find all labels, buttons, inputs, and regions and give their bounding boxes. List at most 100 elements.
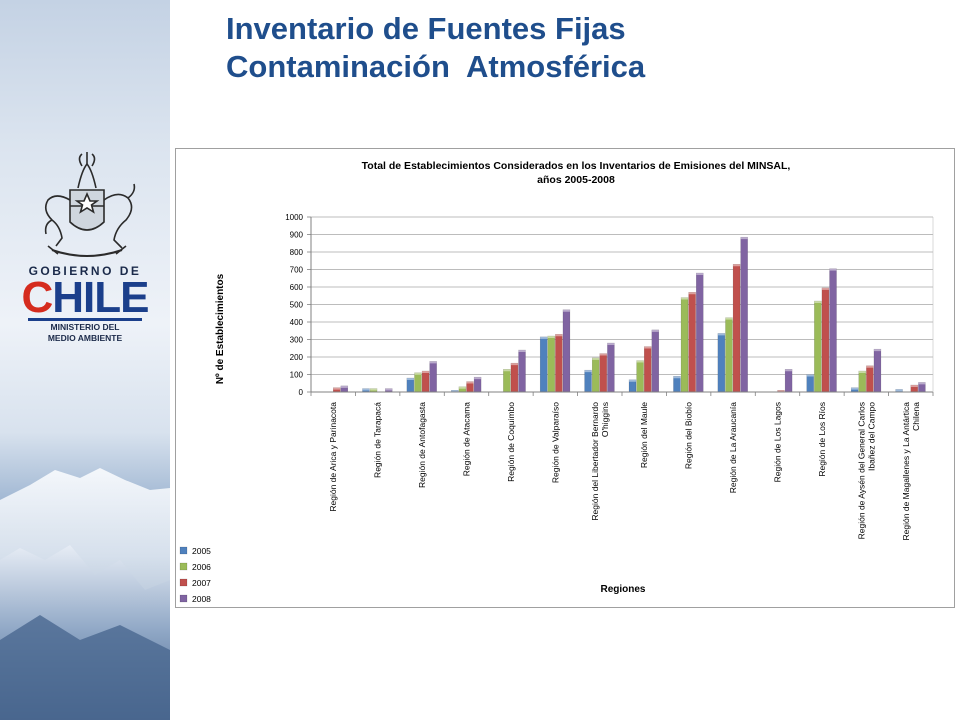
bar-2006 [680, 297, 689, 393]
x-category-label: Región del Maule [639, 402, 649, 468]
bar-highlight [607, 343, 615, 345]
bar-highlight [651, 329, 659, 332]
x-category-label: Región de Los Lagos [773, 402, 783, 482]
logo-underline [28, 318, 142, 321]
bar-2005 [717, 333, 726, 393]
bar-2006 [547, 335, 555, 393]
bar-2005 [406, 377, 415, 393]
bar-2008 [562, 309, 571, 393]
bar-highlight [629, 379, 637, 382]
bar-highlight [681, 297, 689, 300]
bar-2008 [696, 272, 704, 393]
bar-highlight [829, 268, 837, 271]
bar-highlight [562, 309, 570, 312]
chart-title-line1: Total de Establecimientos Considerados e… [362, 160, 791, 172]
y-tick-label: 900 [290, 231, 304, 240]
x-category-label: Región de Coquimbo [506, 402, 516, 482]
bar-2007 [555, 334, 563, 393]
bar-highlight [918, 382, 926, 385]
bar-highlight [785, 369, 793, 372]
y-tick-label: 500 [290, 301, 304, 310]
bar-2006 [725, 317, 733, 393]
bar-2007 [821, 287, 830, 393]
x-category-label: Región de Antofagasta [417, 402, 427, 488]
bar-chart: Total de Establecimientos Considerados e… [179, 160, 934, 604]
bar-2007 [866, 365, 874, 393]
bar-2007 [644, 346, 652, 393]
bar-2005 [673, 376, 681, 393]
y-tick-label: 400 [290, 318, 304, 327]
legend-swatch-2005 [179, 546, 188, 555]
y-tick-label: 1000 [285, 213, 303, 222]
bar-2008 [429, 361, 437, 393]
bar-highlight [474, 377, 482, 380]
page-title-line1: Inventario de Fuentes Fijas [226, 11, 626, 46]
y-tick-label: 600 [290, 283, 304, 292]
bar-2007 [421, 370, 430, 393]
x-category-label: Región de Magallenes y La Antártica [901, 402, 911, 541]
bar-highlight [510, 363, 518, 366]
bar-highlight [503, 369, 511, 372]
bar-highlight [584, 370, 592, 373]
bar-highlight [740, 237, 748, 240]
x-category-label: Región de Valparaíso [550, 402, 560, 483]
legend-swatch-2007 [179, 578, 188, 587]
sidebar-decoration: GOBIERNO DE CHILE MINISTERIO DEL MEDIO A… [0, 0, 170, 720]
bar-2006 [858, 370, 866, 393]
bar-2006 [503, 369, 511, 393]
bar-highlight [814, 301, 822, 303]
bar-highlight [717, 333, 725, 336]
bar-2007 [688, 292, 696, 393]
mountain-illustration [0, 468, 170, 720]
logo-ministerio-text: MINISTERIO DEL MEDIO AMBIENTE [0, 322, 170, 344]
x-axis-title: Regiones [600, 584, 645, 595]
bar-highlight [414, 372, 422, 375]
legend-label-2005: 2005 [192, 546, 211, 556]
page-title: Inventario de Fuentes Fijas Contaminació… [226, 10, 946, 86]
x-category-label: Región de Aysén del General Carlos [856, 402, 866, 539]
x-category-label: Ibañez del Campo [866, 402, 876, 471]
bar-highlight [555, 334, 563, 337]
bar-highlight [547, 336, 555, 338]
bar-highlight [821, 287, 829, 290]
bar-highlight [422, 371, 430, 373]
bar-2008 [473, 376, 482, 393]
bar-2008 [607, 342, 615, 393]
bar-highlight [370, 388, 378, 391]
bar-highlight [851, 387, 859, 390]
bar-2008 [829, 268, 837, 393]
legend-label-2006: 2006 [192, 562, 211, 572]
bar-highlight [806, 374, 814, 377]
bar-highlight [895, 389, 903, 392]
logo-ministerio-line1: MINISTERIO DEL [50, 322, 120, 332]
x-category-label: Chilena [911, 402, 921, 431]
bar-2008 [873, 348, 882, 393]
bar-2008 [740, 236, 748, 393]
y-tick-label: 0 [299, 388, 304, 397]
bar-highlight [733, 264, 741, 267]
bar-highlight [362, 388, 370, 391]
legend-swatch-2008 [179, 594, 188, 603]
logo-chile-text: CHILE [21, 273, 149, 322]
bar-highlight [385, 388, 393, 391]
bar-highlight [673, 376, 681, 379]
bar-2008 [651, 329, 660, 393]
bar-2005 [806, 374, 814, 393]
bar-2007 [599, 353, 607, 393]
y-tick-label: 700 [290, 266, 304, 275]
bar-highlight [910, 385, 918, 387]
logo-gobierno-text: GOBIERNO DE [28, 264, 142, 278]
y-tick-label: 300 [290, 336, 304, 345]
x-category-label: Región de Tarapacá [373, 402, 383, 478]
bar-2006 [636, 360, 644, 393]
bar-highlight [636, 360, 644, 363]
bar-2008 [518, 349, 526, 393]
x-category-label: Región de Arica y Parinacota [328, 402, 338, 512]
x-category-label: Región de Atacama [462, 402, 472, 476]
bar-highlight [340, 385, 348, 388]
bar-2005 [584, 369, 592, 393]
bar-2006 [591, 357, 600, 393]
bar-highlight [644, 346, 652, 349]
bar-2005 [539, 336, 548, 393]
chart-title-line2: años 2005-2008 [537, 174, 615, 186]
